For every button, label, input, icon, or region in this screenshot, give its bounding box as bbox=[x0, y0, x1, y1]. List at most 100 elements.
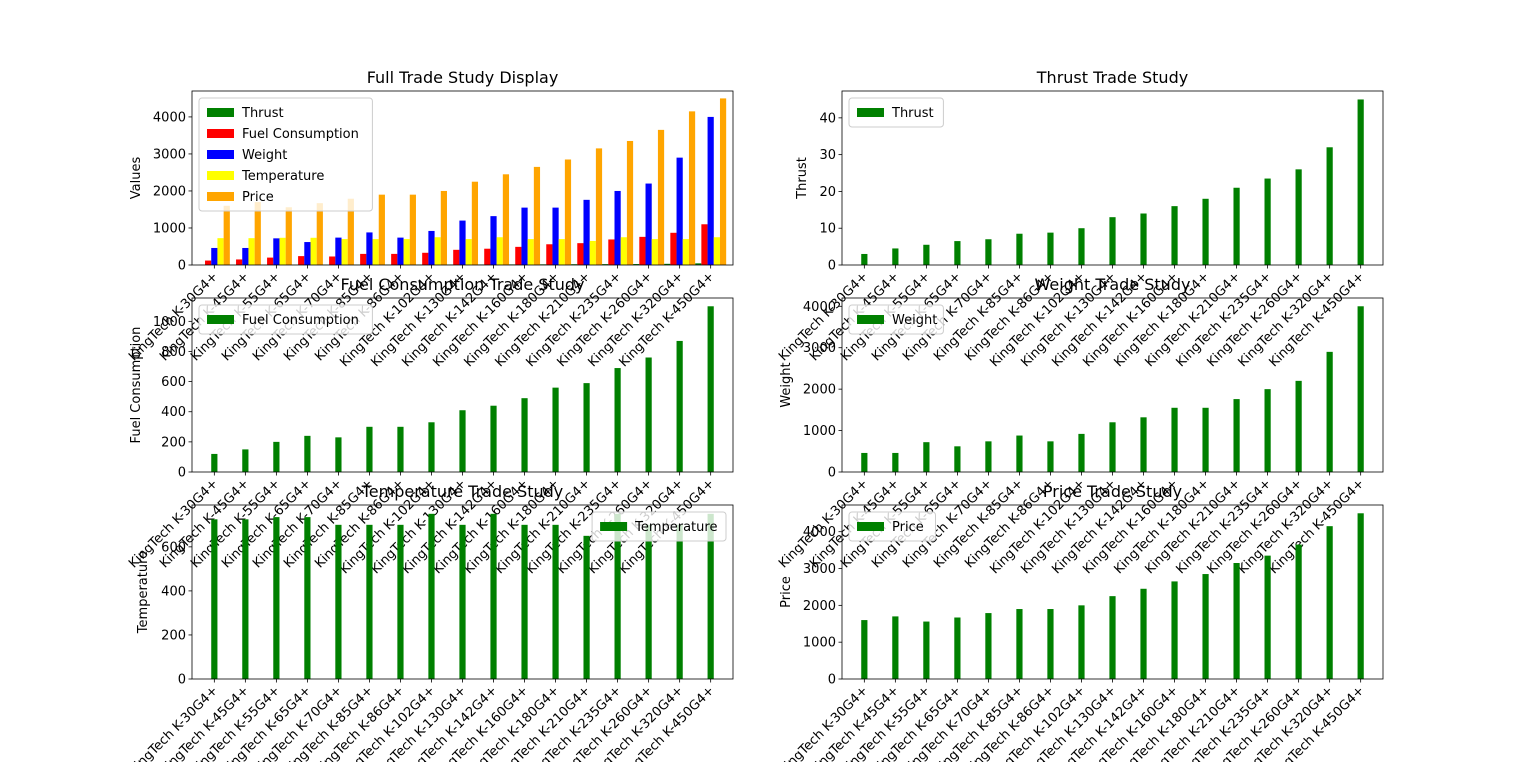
chart-title: Full Trade Study Display bbox=[367, 68, 559, 87]
legend-swatch-price bbox=[207, 192, 234, 201]
bar-price-7 bbox=[1078, 605, 1085, 679]
bar-temperature-10 bbox=[527, 239, 534, 265]
bar-weight-7 bbox=[1078, 433, 1085, 472]
bar-temperature-11 bbox=[552, 524, 559, 679]
y-tick-label: 2000 bbox=[153, 184, 186, 199]
bar-weight-6 bbox=[397, 237, 404, 265]
bar-temperature-0 bbox=[217, 238, 224, 265]
bar-thrust-14 bbox=[633, 264, 640, 265]
y-tick-label: 3000 bbox=[803, 562, 836, 577]
bar-temperature-0 bbox=[211, 519, 218, 679]
bar-fuel-consumption-9 bbox=[490, 405, 497, 472]
y-tick-label: 200 bbox=[161, 435, 186, 450]
y-axis-label: Price bbox=[779, 576, 794, 608]
legend-swatch-price bbox=[857, 522, 884, 531]
bar-fuel-consumption-13 bbox=[608, 239, 615, 265]
bar-price-5 bbox=[1016, 609, 1023, 679]
legend: Fuel Consumption bbox=[198, 304, 373, 335]
y-tick-label: 200 bbox=[161, 628, 186, 643]
bar-weight-10 bbox=[1171, 407, 1178, 472]
bar-price-13 bbox=[626, 140, 634, 265]
bar-weight-5 bbox=[366, 232, 373, 265]
legend: Weight bbox=[848, 304, 944, 335]
bar-price-15 bbox=[1326, 526, 1333, 679]
bar-weight-13 bbox=[614, 190, 621, 265]
y-tick-label: 0 bbox=[828, 259, 836, 274]
bar-fuel-consumption-15 bbox=[670, 232, 677, 265]
bar-temperature-1 bbox=[242, 519, 249, 679]
bar-fuel-consumption-9 bbox=[484, 248, 491, 265]
legend-frame bbox=[591, 511, 727, 542]
bar-fuel-consumption-4 bbox=[329, 256, 336, 265]
bar-temperature-6 bbox=[403, 239, 410, 265]
bar-fuel-consumption-14 bbox=[645, 357, 652, 472]
bar-temperature-8 bbox=[465, 239, 472, 265]
bar-thrust-7 bbox=[1078, 228, 1085, 265]
bar-price-4 bbox=[347, 198, 354, 265]
bar-price-9 bbox=[1140, 588, 1147, 679]
bar-price-2 bbox=[285, 207, 292, 265]
bar-price-0 bbox=[861, 620, 868, 679]
bar-price-12 bbox=[1233, 563, 1240, 679]
bar-fuel-consumption-0 bbox=[205, 260, 212, 265]
y-tick-label: 2000 bbox=[803, 383, 836, 398]
legend-frame bbox=[848, 304, 944, 335]
legend-swatch-temperature bbox=[207, 171, 234, 180]
bar-fuel-consumption-13 bbox=[614, 368, 621, 472]
bar-fuel-consumption-5 bbox=[360, 253, 367, 265]
bar-price-5 bbox=[378, 194, 385, 265]
legend-label-price: Price bbox=[242, 190, 274, 205]
bar-fuel-consumption-6 bbox=[397, 426, 404, 472]
bar-temperature-12 bbox=[589, 240, 596, 265]
bar-weight-3 bbox=[954, 446, 961, 472]
bar-thrust-6 bbox=[1047, 232, 1054, 265]
bar-temperature-9 bbox=[490, 513, 497, 679]
bar-price-8 bbox=[1109, 596, 1116, 679]
legend-label-fuel-consumption: Fuel Consumption bbox=[242, 313, 359, 328]
bar-fuel-consumption-14 bbox=[639, 236, 646, 265]
y-tick-label: 0 bbox=[178, 466, 186, 481]
bar-weight-13 bbox=[1264, 389, 1271, 472]
bar-fuel-consumption-11 bbox=[552, 387, 559, 472]
bar-weight-0 bbox=[861, 452, 868, 472]
legend: Price bbox=[848, 511, 936, 542]
bar-temperature-2 bbox=[279, 237, 286, 265]
bar-thrust-4 bbox=[985, 239, 992, 265]
bar-price-3 bbox=[954, 617, 961, 679]
bar-temperature-3 bbox=[310, 237, 317, 265]
legend-swatch-temperature bbox=[600, 522, 628, 531]
legend-swatch-weight bbox=[857, 315, 884, 324]
bar-price-6 bbox=[1047, 609, 1054, 679]
bar-price-10 bbox=[533, 166, 541, 265]
bar-thrust-11 bbox=[1202, 198, 1209, 265]
legend-label-temperature: Temperature bbox=[634, 520, 717, 535]
bar-fuel-consumption-0 bbox=[211, 453, 218, 472]
y-tick-label: 10 bbox=[819, 222, 836, 237]
bar-fuel-consumption-1 bbox=[242, 449, 249, 472]
y-tick-label: 3000 bbox=[803, 341, 836, 356]
bar-fuel-consumption-12 bbox=[577, 243, 584, 265]
y-tick-label: 2000 bbox=[803, 599, 836, 614]
bar-weight-11 bbox=[552, 207, 559, 265]
y-tick-label: 0 bbox=[178, 259, 186, 274]
legend-label-fuel-consumption: Fuel Consumption bbox=[242, 127, 359, 142]
bar-price-13 bbox=[1264, 555, 1271, 679]
bar-weight-5 bbox=[1016, 435, 1023, 472]
y-tick-label: 0 bbox=[828, 466, 836, 481]
bar-temperature-5 bbox=[366, 524, 373, 679]
bar-price-16 bbox=[719, 98, 727, 265]
bar-thrust-14 bbox=[1295, 169, 1302, 265]
bar-fuel-consumption-10 bbox=[521, 398, 528, 472]
bar-weight-12 bbox=[1233, 399, 1240, 472]
bar-temperature-11 bbox=[558, 239, 565, 265]
bar-weight-12 bbox=[583, 199, 590, 265]
bar-fuel-consumption-7 bbox=[428, 422, 435, 472]
y-tick-label: 30 bbox=[819, 148, 836, 163]
bar-thrust-13 bbox=[1264, 178, 1271, 265]
bar-thrust-12 bbox=[1233, 187, 1240, 265]
bar-temperature-14 bbox=[651, 239, 658, 265]
bar-weight-15 bbox=[1326, 351, 1333, 472]
bar-thrust-15 bbox=[1326, 147, 1333, 265]
bar-price-11 bbox=[1202, 574, 1209, 679]
